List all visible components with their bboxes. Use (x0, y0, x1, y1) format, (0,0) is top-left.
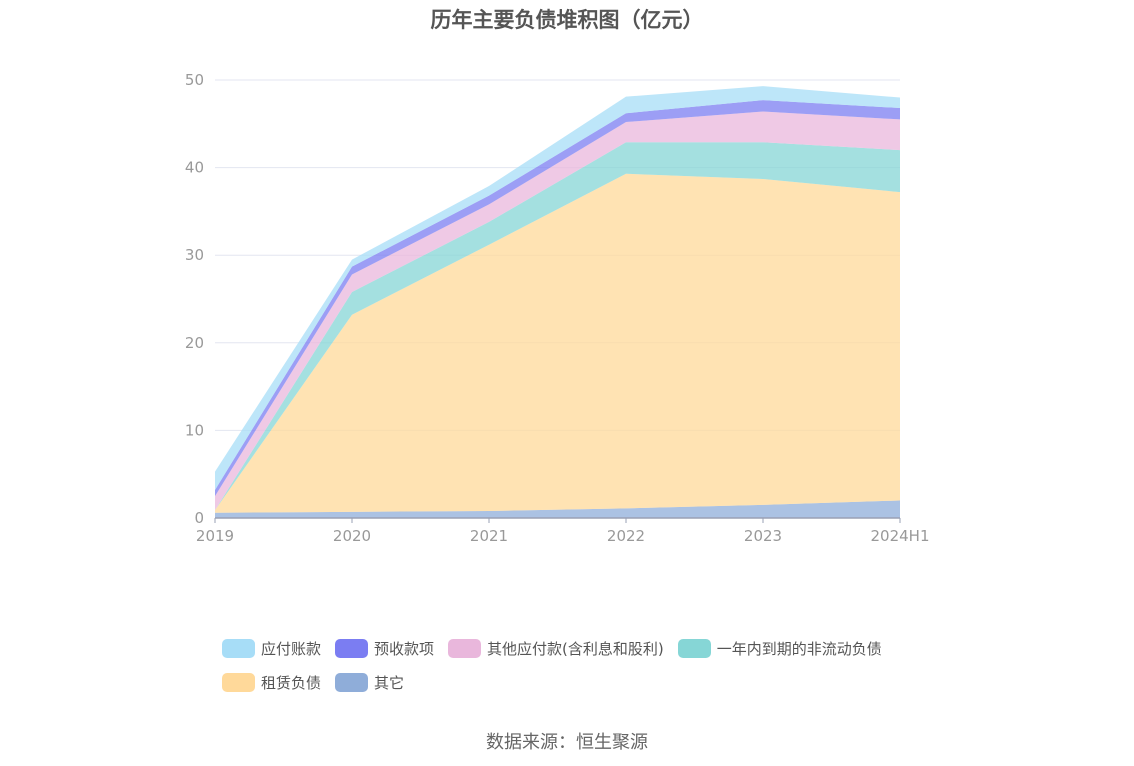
y-tick-label: 50 (185, 71, 204, 89)
x-tick-label: 2024H1 (871, 527, 930, 545)
legend-label: 其它 (374, 673, 405, 692)
legend-item-other-payables[interactable]: 其他应付款(含利息和股利) (448, 638, 664, 659)
y-tick-label: 0 (194, 509, 204, 527)
legend-swatch (222, 638, 255, 658)
legend-swatch (222, 672, 255, 692)
area-series-一年内到期的非流动负债 (215, 142, 900, 511)
legend-label: 租赁负债 (261, 673, 322, 692)
axes: 0 10 20 30 40 50 2019 2020 2021 2022 2023 2024H1 (185, 71, 930, 545)
data-source-note: 数据来源：恒生聚源 (486, 732, 648, 753)
area-series-其它 (215, 500, 900, 518)
legend: 应付账款 预收款项 其他应付款(含利息和股利) 一年内到期的非流动负债 租赁负债… (222, 631, 942, 699)
legend-row: 租赁负债 其它 (222, 665, 942, 699)
y-tick-label: 40 (185, 159, 204, 177)
legend-label: 其他应付款(含利息和股利) (487, 639, 664, 658)
legend-item-advance-receipts[interactable]: 预收款项 (335, 638, 434, 659)
legend-swatch (335, 638, 369, 658)
legend-label: 预收款项 (374, 639, 435, 658)
legend-label: 应付账款 (261, 639, 322, 658)
chart-title: 历年主要负债堆积图（亿元） (430, 8, 704, 32)
y-tick-label: 20 (185, 334, 204, 352)
area-series-租赁负债 (215, 173, 900, 513)
x-tick-label: 2023 (744, 527, 782, 545)
legend-swatch (448, 638, 482, 658)
x-tick-label: 2021 (470, 527, 508, 545)
legend-item-accounts-payable[interactable]: 应付账款 (222, 638, 321, 659)
legend-item-other[interactable]: 其它 (335, 672, 404, 693)
y-tick-label: 30 (185, 246, 204, 264)
x-tick-label: 2020 (333, 527, 371, 545)
legend-label: 一年内到期的非流动负债 (716, 639, 882, 658)
x-tick-label: 2019 (196, 527, 234, 545)
legend-item-lease-liabilities[interactable]: 租赁负债 (222, 672, 321, 693)
legend-swatch (335, 672, 369, 692)
legend-item-current-noncurrent-liabilities[interactable]: 一年内到期的非流动负债 (677, 638, 882, 659)
legend-swatch (677, 638, 711, 658)
area-series (215, 86, 900, 518)
legend-row: 应付账款 预收款项 其他应付款(含利息和股利) 一年内到期的非流动负债 (222, 631, 942, 665)
y-tick-label: 10 (185, 421, 204, 439)
x-tick-label: 2022 (607, 527, 645, 545)
